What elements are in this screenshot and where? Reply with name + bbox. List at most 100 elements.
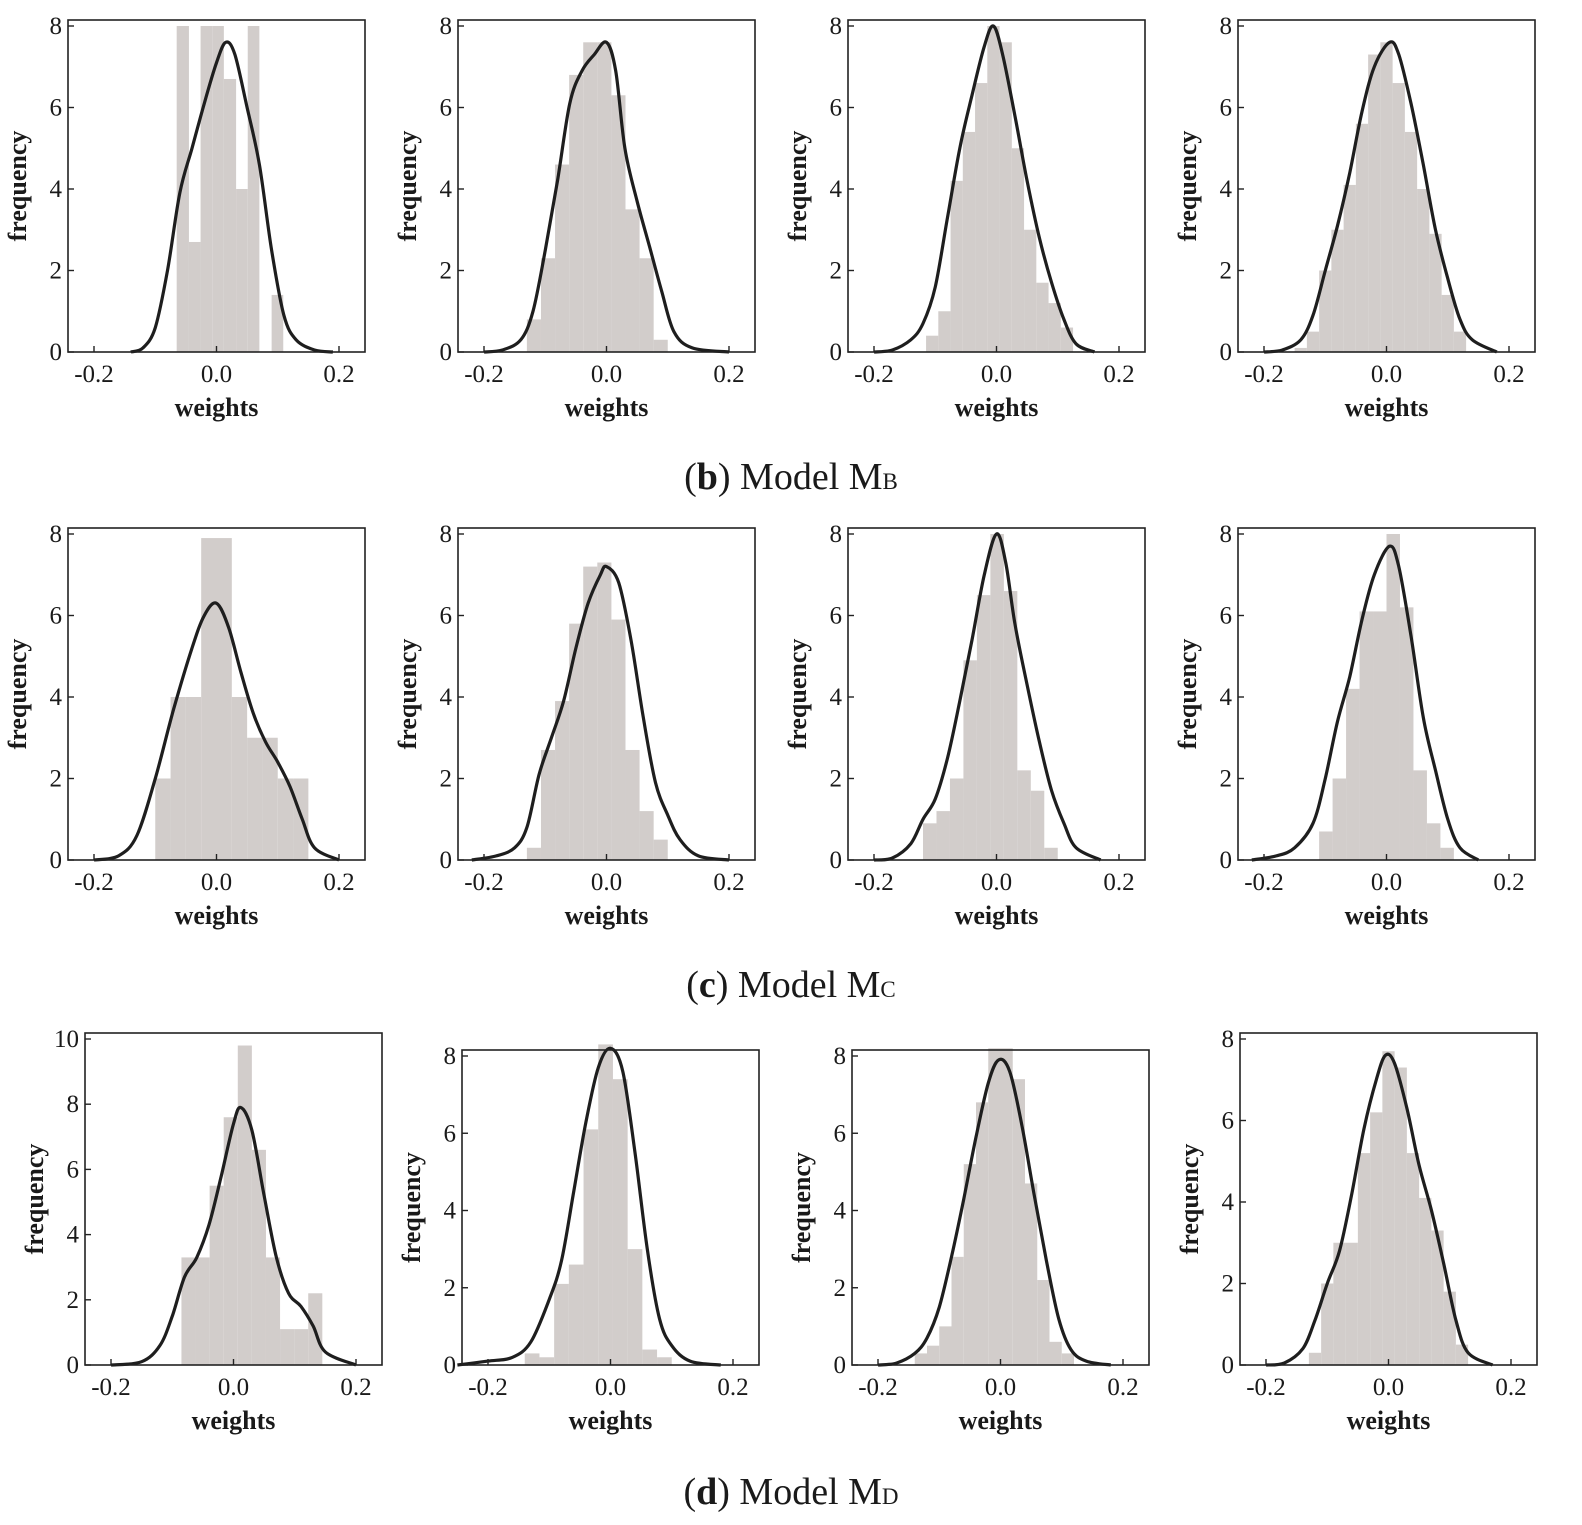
y-tick-label: 2	[444, 1275, 457, 1302]
x-tick-label: 0.0	[201, 869, 232, 896]
hist-bar	[569, 74, 584, 353]
hist-bar	[294, 1329, 309, 1365]
hist-bar	[201, 538, 217, 860]
hist-bar	[1441, 294, 1454, 352]
y-axis-label: frequency	[393, 131, 422, 242]
hist-bar	[923, 823, 937, 860]
x-tick-label: -0.2	[464, 361, 504, 388]
chart-panel-8: 0 2 4 6 8 -0.2 0.0 0.2 weights frequency	[1173, 521, 1536, 930]
x-tick-label: 0.2	[1107, 1374, 1138, 1401]
kde-curve	[130, 40, 334, 354]
hist-bar	[951, 1256, 964, 1365]
x-axis-label: weights	[955, 901, 1039, 930]
hist-bar	[583, 566, 598, 860]
y-tick-label: 8	[1220, 521, 1233, 548]
hist-bar	[653, 339, 668, 352]
hist-bar	[653, 839, 668, 860]
hist-bar	[926, 335, 939, 352]
hist-bar	[1429, 233, 1442, 352]
hist-bar	[526, 319, 541, 352]
x-axis-label: weights	[1345, 901, 1429, 930]
chart-panel-2: 0 2 4 6 8 -0.2 0.0 0.2 weights frequency	[393, 13, 756, 422]
y-tick-label: 0	[830, 847, 843, 874]
x-tick-label: 0.2	[1495, 1374, 1526, 1401]
hist-bar	[1419, 1197, 1432, 1365]
y-tick-label: 2	[830, 258, 843, 285]
x-tick-label: -0.2	[858, 1374, 898, 1401]
kde-curve	[483, 40, 730, 354]
x-tick-label: 0.2	[1103, 869, 1134, 896]
y-tick-label: 0	[1220, 339, 1233, 366]
hist-bar	[990, 534, 1004, 860]
hist-bar	[277, 778, 294, 860]
x-axis-label: weights	[175, 901, 259, 930]
hist-bar	[212, 26, 224, 352]
y-tick-label: 2	[440, 766, 453, 793]
y-tick-label: 10	[54, 1026, 79, 1053]
y-tick-label: 4	[1220, 684, 1233, 711]
hist-bar	[237, 1045, 252, 1365]
y-tick-label: 4	[440, 684, 453, 711]
y-tick-label: 6	[440, 603, 453, 630]
hist-bar	[1440, 847, 1454, 860]
hist-bar	[988, 1048, 1001, 1365]
y-axis-label: frequency	[787, 1152, 816, 1263]
y-tick-label: 4	[444, 1198, 457, 1225]
hist-bar	[555, 701, 570, 860]
hist-bar	[1011, 148, 1025, 352]
hist-bar	[170, 697, 186, 860]
hist-bar	[1368, 54, 1381, 353]
hist-bar	[568, 1264, 584, 1365]
hist-bar	[963, 1164, 976, 1365]
x-tick-label: -0.2	[1246, 1374, 1286, 1401]
hist-bar	[1333, 1242, 1346, 1365]
hist-bar	[280, 1329, 295, 1365]
x-axis-label: weights	[1345, 393, 1429, 422]
hist-bar	[231, 697, 248, 860]
y-tick-label: 6	[1220, 603, 1233, 630]
x-tick-label: 0.0	[1373, 1374, 1404, 1401]
hist-bar	[999, 42, 1012, 353]
hist-bar	[962, 131, 976, 352]
chart-panel-11: 0 2 4 6 8 -0.2 0.0 0.2 weights frequency	[787, 1043, 1150, 1435]
x-tick-label: -0.2	[74, 869, 114, 896]
y-tick-label: 6	[1220, 95, 1233, 122]
hist-bar	[223, 78, 237, 352]
kde-curve	[457, 1046, 721, 1367]
x-axis-label: weights	[565, 393, 649, 422]
y-tick-label: 2	[50, 258, 63, 285]
y-axis-label: frequency	[397, 1152, 426, 1263]
x-tick-label: 0.0	[1371, 869, 1402, 896]
hist-bar	[569, 623, 584, 860]
chart-panel-9: 0 2 4 6 8 10 -0.2 0.0 0.2 weights frequency	[20, 1026, 383, 1435]
hist-bar	[1037, 1280, 1050, 1365]
x-axis-label: weights	[959, 1406, 1043, 1435]
chart-panel-10: 0 2 4 6 8 -0.2 0.0 0.2 weights frequency	[397, 1043, 760, 1435]
hist-bar	[976, 1102, 989, 1365]
x-tick-label: -0.2	[1244, 361, 1284, 388]
x-tick-label: 0.0	[591, 361, 622, 388]
y-axis-label: frequency	[20, 1144, 49, 1255]
x-axis-label: weights	[569, 1406, 653, 1435]
hist-bar	[976, 595, 991, 860]
hist-bar	[1392, 83, 1405, 353]
y-tick-label: 6	[834, 1120, 847, 1147]
y-tick-label: 8	[830, 521, 843, 548]
x-tick-label: 0.2	[717, 1374, 748, 1401]
y-tick-label: 2	[1220, 766, 1233, 793]
hist-bar	[1373, 611, 1387, 860]
hist-bar	[1431, 1230, 1444, 1365]
hist-bar	[540, 258, 556, 352]
hist-bar	[1355, 123, 1369, 352]
hist-bar	[1343, 184, 1356, 352]
y-tick-label: 6	[444, 1120, 457, 1147]
y-tick-label: 6	[830, 95, 843, 122]
y-tick-label: 6	[67, 1156, 80, 1183]
hist-bar	[195, 1257, 210, 1365]
hist-bar	[950, 180, 963, 352]
x-axis-label: weights	[565, 901, 649, 930]
x-tick-label: 0.0	[1371, 361, 1402, 388]
x-axis-label: weights	[192, 1406, 276, 1435]
hist-bar	[611, 95, 626, 353]
hist-bar	[936, 811, 950, 860]
